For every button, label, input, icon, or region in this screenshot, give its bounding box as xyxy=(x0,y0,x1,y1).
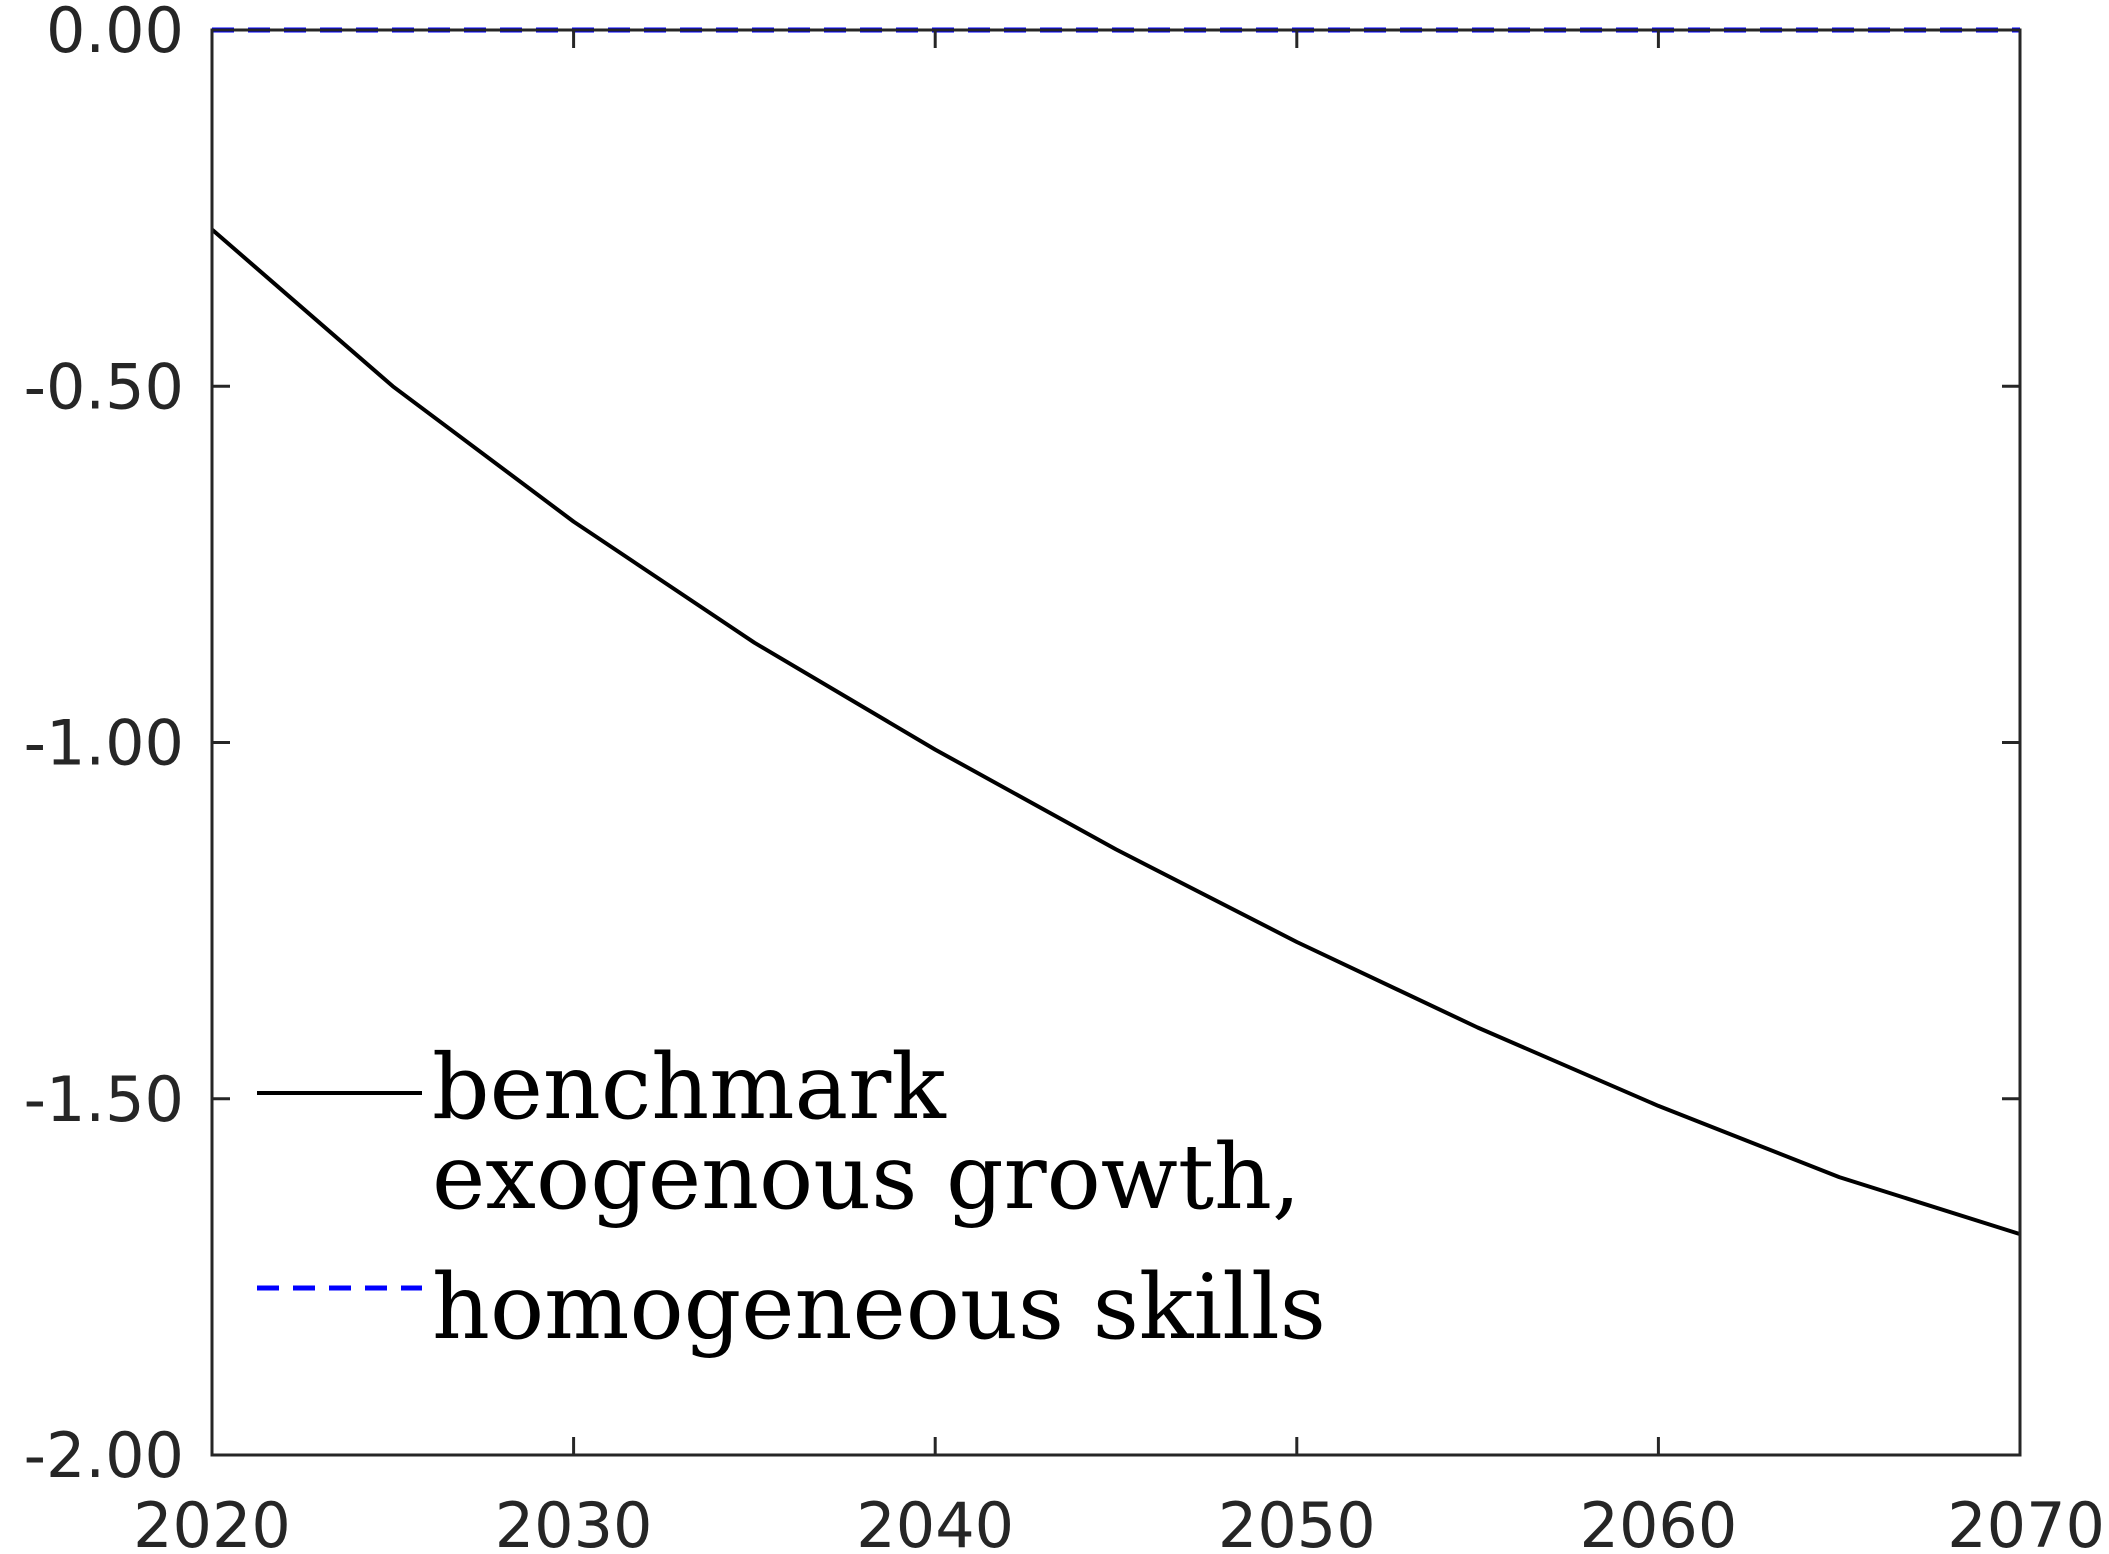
y-tick-label-2: -1.00 xyxy=(24,707,184,780)
y-tick-label-4: -2.00 xyxy=(24,1419,184,1492)
axis-ticks: 2020 2030 2040 2050 2060 2070 0.00 -0.50 -1.00 -1… xyxy=(24,0,2105,1554)
x-tick-label-4: 2060 xyxy=(1580,1489,1738,1554)
legend-label-0-line-0: benchmark xyxy=(432,1035,947,1140)
x-tick-label-0: 2020 xyxy=(133,1489,291,1554)
plot-area-frame xyxy=(210,28,2022,1457)
legend-label-1-line-0: exogenous growth, xyxy=(432,1125,1301,1230)
x-tick-label-5: 2070 xyxy=(1947,1489,2105,1554)
x-tick-label-3: 2050 xyxy=(1218,1489,1376,1554)
y-tick-label-0: 0.00 xyxy=(46,0,184,67)
y-tick-label-1: -0.50 xyxy=(24,350,184,423)
x-tick-label-2: 2040 xyxy=(856,1489,1014,1554)
legend-label-1-line-1: homogeneous skills xyxy=(432,1255,1326,1360)
x-tick-label-1: 2030 xyxy=(495,1489,653,1554)
y-tick-label-3: -1.50 xyxy=(24,1063,184,1136)
series-line-0 xyxy=(210,227,2021,1237)
